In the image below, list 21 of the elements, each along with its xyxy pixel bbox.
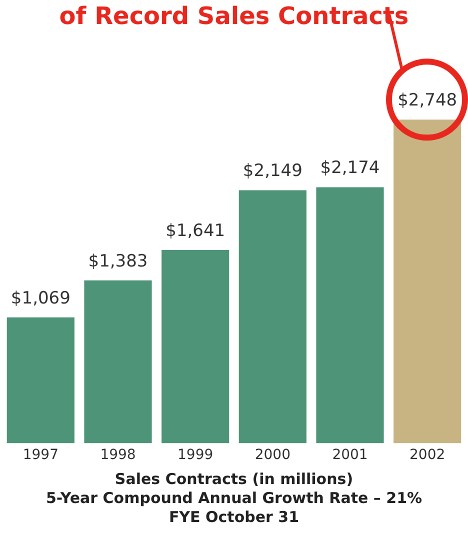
data-label: $1,383 <box>88 251 148 272</box>
x-tick-label: 2001 <box>332 447 368 464</box>
data-label: $2,149 <box>242 161 302 182</box>
x-axis-title: Sales Contracts (in millions) <box>114 470 354 489</box>
bar <box>238 190 306 444</box>
x-tick-label: 2000 <box>254 447 290 464</box>
x-tick-label: 1998 <box>100 447 136 464</box>
x-tick-label: 1999 <box>178 447 214 464</box>
data-label: $1,069 <box>10 288 70 308</box>
bar <box>162 250 230 444</box>
bar <box>316 187 384 444</box>
x-tick-label: 2002 <box>410 447 446 464</box>
data-label: $2,748 <box>398 90 458 111</box>
x-tick-label: 1997 <box>22 447 58 464</box>
data-label: $2,174 <box>320 158 380 178</box>
data-label: $1,641 <box>166 220 226 241</box>
bar <box>6 317 74 444</box>
text: FYE October 31 <box>168 508 300 527</box>
text: of Record Sales Contracts <box>58 2 410 30</box>
text: 5-Year Compound Annual Growth Rate – 21% <box>44 489 424 508</box>
bar <box>84 280 152 444</box>
